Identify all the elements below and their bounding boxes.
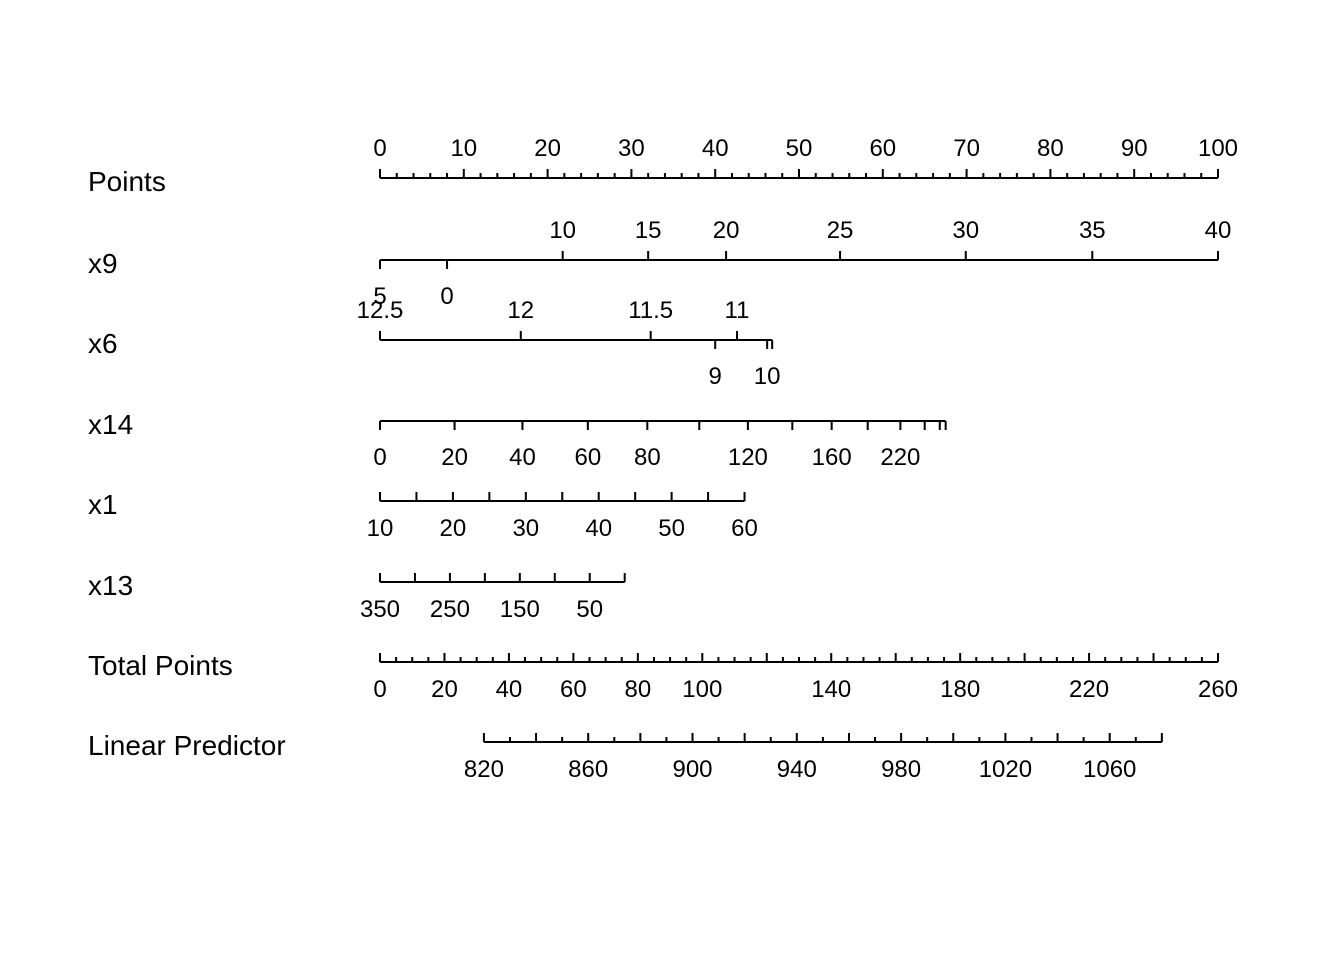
row-label-x13: x13: [88, 570, 133, 601]
tick-label-x9: 40: [1205, 217, 1232, 244]
row-label-x9: x9: [88, 248, 118, 279]
tick-label-x1: 10: [367, 515, 394, 542]
tick-label-total: 140: [811, 676, 851, 703]
tick-label-x9: 10: [549, 217, 576, 244]
tick-label-x9: 0: [440, 283, 453, 310]
tick-label-x13: 150: [500, 596, 540, 623]
row-label-x14: x14: [88, 409, 133, 440]
tick-label-lp: 900: [672, 756, 712, 783]
tick-label-points: 0: [373, 135, 386, 162]
tick-label-total: 220: [1069, 676, 1109, 703]
tick-label-lp: 1020: [979, 756, 1032, 783]
tick-label-total: 40: [496, 676, 523, 703]
tick-label-points: 70: [953, 135, 980, 162]
tick-label-points: 30: [618, 135, 645, 162]
row-label-points: Points: [88, 166, 166, 197]
tick-label-x14: 160: [812, 444, 852, 471]
row-label-x1: x1: [88, 489, 118, 520]
tick-label-x14: 60: [574, 444, 601, 471]
tick-label-lp: 940: [777, 756, 817, 783]
tick-label-points: 40: [702, 135, 729, 162]
tick-label-x9: 35: [1079, 217, 1106, 244]
tick-label-points: 80: [1037, 135, 1064, 162]
tick-label-x9: 5: [373, 283, 386, 310]
tick-label-x14: 40: [509, 444, 536, 471]
tick-label-points: 90: [1121, 135, 1148, 162]
tick-label-total: 180: [940, 676, 980, 703]
row-label-x6: x6: [88, 328, 118, 359]
tick-label-total: 0: [373, 676, 386, 703]
tick-label-x1: 60: [731, 515, 758, 542]
tick-label-x1: 50: [658, 515, 685, 542]
tick-label-lp: 980: [881, 756, 921, 783]
tick-label-x1: 30: [512, 515, 539, 542]
tick-label-lp: 860: [568, 756, 608, 783]
tick-label-points: 100: [1198, 135, 1238, 162]
tick-label-x6: 12: [507, 297, 534, 324]
tick-label-points: 60: [869, 135, 896, 162]
tick-label-x1: 20: [440, 515, 467, 542]
tick-label-x14: 0: [373, 444, 386, 471]
tick-label-x6: 11.5: [628, 297, 673, 324]
tick-label-x6: 10: [754, 363, 781, 390]
tick-label-points: 10: [450, 135, 477, 162]
tick-label-lp: 1060: [1083, 756, 1136, 783]
tick-label-x6: 12.5: [357, 297, 404, 324]
tick-label-x1: 40: [585, 515, 612, 542]
tick-label-points: 20: [534, 135, 561, 162]
row-label-lp: Linear Predictor: [88, 730, 286, 761]
tick-label-x14: 20: [441, 444, 468, 471]
tick-label-points: 50: [786, 135, 813, 162]
tick-label-total: 260: [1198, 676, 1238, 703]
tick-label-x14: 80: [634, 444, 661, 471]
tick-label-x9: 15: [635, 217, 662, 244]
tick-label-x13: 350: [360, 596, 400, 623]
tick-label-total: 60: [560, 676, 587, 703]
tick-label-lp: 820: [464, 756, 504, 783]
tick-label-total: 20: [431, 676, 458, 703]
tick-label-total: 100: [682, 676, 722, 703]
tick-label-x14: 220: [880, 444, 920, 471]
tick-label-x6: 11: [725, 297, 750, 324]
tick-label-x6: 9: [709, 363, 722, 390]
tick-label-x9: 20: [713, 217, 740, 244]
tick-label-x9: 30: [952, 217, 979, 244]
tick-label-x9: 25: [827, 217, 854, 244]
tick-label-x13: 250: [430, 596, 470, 623]
row-label-total: Total Points: [88, 650, 233, 681]
tick-label-x13: 50: [576, 596, 603, 623]
tick-label-total: 80: [624, 676, 651, 703]
tick-label-x14: 120: [728, 444, 768, 471]
